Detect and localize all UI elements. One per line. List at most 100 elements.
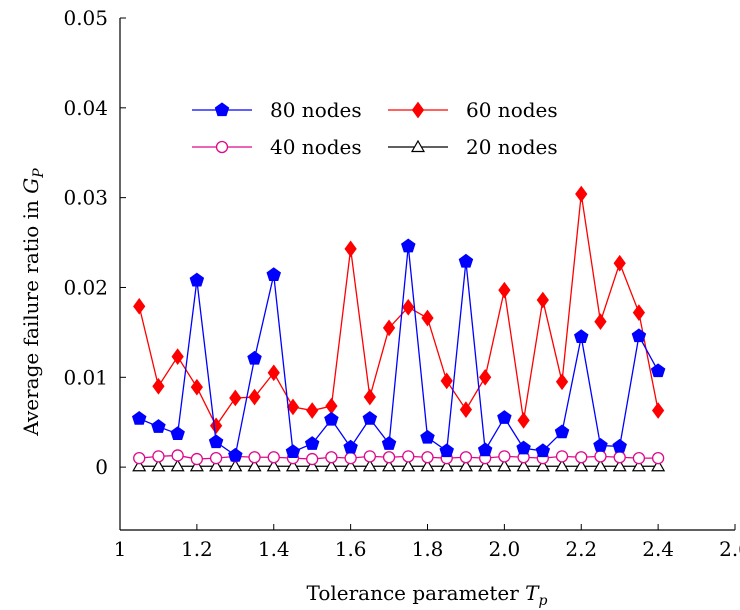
data-point-60-nodes [555,373,569,391]
data-point-20-nodes [362,459,377,472]
legend-marker-80-nodes [214,102,230,117]
data-point-40-nodes [382,451,396,464]
x-tick-label: 2.4 [642,537,674,561]
data-point-40-nodes [171,449,184,462]
data-point-40-nodes [190,452,204,466]
data-point-20-nodes [478,459,493,472]
data-point-80-nodes [574,329,589,344]
data-point-20-nodes [189,459,204,472]
data-point-40-nodes [248,451,261,464]
data-point-60-nodes [652,402,665,419]
data-point-80-nodes [631,328,647,343]
data-point-20-nodes [497,459,512,472]
data-point-80-nodes [439,443,454,458]
data-point-80-nodes [535,443,551,458]
data-point-40-nodes [594,450,607,463]
data-point-60-nodes [190,378,203,396]
x-axis-title: Tolerance parameter Tp [307,581,548,609]
data-point-80-nodes [554,424,570,439]
x-tick-label: 1 [114,537,127,561]
data-point-20-nodes [247,459,262,472]
data-point-60-nodes [382,319,396,337]
data-point-80-nodes [324,411,339,426]
data-point-80-nodes [362,411,378,425]
data-point-40-nodes [325,451,338,464]
x-tick-label: 2.6 [719,537,740,561]
data-point-80-nodes [401,238,416,253]
data-point-60-nodes [363,388,376,406]
data-point-80-nodes [247,350,262,365]
data-point-40-nodes [133,451,146,465]
data-point-20-nodes [420,459,435,472]
data-point-80-nodes [650,363,666,378]
data-point-80-nodes [304,436,320,450]
legend-marker-shape [215,140,229,154]
data-point-60-nodes [229,389,242,407]
data-point-20-nodes [209,459,224,472]
data-point-80-nodes [228,447,243,462]
legend-label-40-nodes: 40 nodes [270,135,362,159]
data-point-20-nodes [574,459,589,472]
data-point-80-nodes [420,429,435,444]
data-point-40-nodes [555,450,569,463]
legend-entry-20-nodes: 20 nodes [388,135,558,159]
data-point-40-nodes [632,451,646,465]
data-point-20-nodes [305,459,320,472]
data-point-40-nodes [363,450,376,463]
data-point-40-nodes [498,450,511,463]
y-tick-label: 0.01 [63,365,108,389]
legend-label-80-nodes: 80 nodes [270,98,362,122]
data-point-40-nodes [344,451,357,465]
x-tick-label: 1.2 [181,537,213,561]
legend-marker-shape [410,139,426,153]
data-point-20-nodes [324,459,339,472]
data-point-80-nodes [477,442,493,457]
legend-marker-60-nodes [411,101,425,119]
data-point-60-nodes [613,254,626,272]
data-point-60-nodes [402,298,415,316]
data-point-40-nodes [459,451,473,464]
data-point-40-nodes [209,451,223,465]
data-point-60-nodes [133,297,146,315]
y-tick-label: 0.05 [63,6,108,30]
y-tick-label: 0.03 [63,186,108,210]
data-point-20-nodes [612,459,627,472]
data-point-80-nodes [189,272,205,287]
legend-label-20-nodes: 20 nodes [466,135,558,159]
legend-label-60-nodes: 60 nodes [466,98,558,122]
series-layer [131,185,666,472]
data-point-20-nodes [151,459,166,472]
data-point-80-nodes [266,267,281,282]
y-tick-label: 0.02 [63,275,108,299]
data-point-40-nodes [421,451,434,464]
legend-entry-40-nodes: 40 nodes [192,135,362,159]
data-point-40-nodes [267,451,280,464]
data-point-20-nodes [228,459,243,472]
data-point-60-nodes [440,372,453,390]
data-point-60-nodes [421,309,434,327]
data-point-20-nodes [401,459,416,472]
data-point-80-nodes [593,437,608,452]
data-point-60-nodes [575,185,588,203]
data-point-60-nodes [498,281,511,299]
data-point-60-nodes [479,368,492,386]
data-point-20-nodes [132,459,147,472]
data-point-60-nodes [171,348,184,365]
data-point-40-nodes [651,451,665,465]
legend-marker-20-nodes [410,139,426,153]
x-tick-label: 2.2 [565,537,597,561]
series-line-40-nodes [139,454,659,460]
y-axis-title-text: Average failure ratio in [19,200,43,437]
data-point-60-nodes [517,412,530,429]
x-tick-label: 1.8 [412,537,444,561]
data-point-80-nodes [497,410,512,424]
data-point-60-nodes [286,398,300,416]
data-point-80-nodes [381,436,397,450]
data-point-20-nodes [382,459,397,472]
data-point-60-nodes [306,402,319,419]
series-line-60-nodes [138,193,659,428]
data-point-20-nodes [266,459,281,472]
data-point-80-nodes [208,434,224,449]
data-point-40-nodes [306,452,319,466]
